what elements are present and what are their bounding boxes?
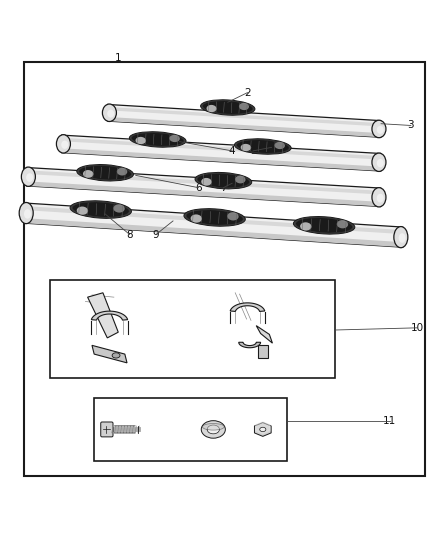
- Ellipse shape: [203, 101, 253, 114]
- Ellipse shape: [79, 166, 131, 180]
- Text: 7: 7: [220, 183, 227, 192]
- Text: 9: 9: [152, 230, 159, 239]
- Text: 6: 6: [195, 183, 202, 192]
- Ellipse shape: [19, 203, 33, 224]
- Polygon shape: [107, 117, 381, 138]
- Ellipse shape: [201, 100, 255, 115]
- Ellipse shape: [195, 173, 252, 189]
- Ellipse shape: [372, 153, 386, 172]
- Ellipse shape: [207, 105, 216, 112]
- Ellipse shape: [293, 216, 355, 234]
- Ellipse shape: [235, 176, 246, 183]
- Polygon shape: [24, 206, 403, 234]
- Text: 2: 2: [244, 87, 251, 98]
- Ellipse shape: [170, 135, 180, 142]
- Ellipse shape: [61, 141, 68, 149]
- Text: 5: 5: [250, 146, 257, 156]
- Ellipse shape: [377, 159, 384, 167]
- Ellipse shape: [186, 210, 243, 225]
- Bar: [258, 345, 268, 359]
- Ellipse shape: [201, 421, 225, 438]
- Ellipse shape: [77, 165, 134, 181]
- Ellipse shape: [184, 209, 245, 226]
- Ellipse shape: [131, 133, 184, 146]
- FancyBboxPatch shape: [101, 422, 113, 437]
- Ellipse shape: [202, 424, 224, 430]
- Polygon shape: [61, 138, 381, 159]
- Ellipse shape: [77, 206, 88, 215]
- Ellipse shape: [372, 120, 386, 138]
- Ellipse shape: [201, 178, 212, 185]
- Ellipse shape: [399, 233, 406, 243]
- Ellipse shape: [239, 103, 249, 110]
- Ellipse shape: [197, 174, 250, 188]
- Ellipse shape: [107, 110, 114, 118]
- Ellipse shape: [24, 209, 31, 219]
- Ellipse shape: [102, 104, 117, 122]
- Ellipse shape: [234, 139, 291, 154]
- Polygon shape: [239, 342, 261, 348]
- Ellipse shape: [237, 140, 289, 153]
- Polygon shape: [88, 293, 118, 338]
- Ellipse shape: [227, 212, 239, 221]
- Polygon shape: [61, 135, 381, 171]
- Ellipse shape: [372, 188, 386, 207]
- Text: 3: 3: [407, 120, 414, 131]
- Polygon shape: [26, 170, 381, 195]
- Ellipse shape: [83, 170, 93, 177]
- Ellipse shape: [117, 168, 127, 175]
- Ellipse shape: [300, 222, 311, 230]
- Polygon shape: [107, 104, 381, 138]
- Ellipse shape: [377, 194, 384, 203]
- Ellipse shape: [113, 204, 125, 213]
- Bar: [50, 280, 335, 378]
- Polygon shape: [256, 422, 270, 433]
- Text: 8: 8: [126, 230, 133, 239]
- Polygon shape: [24, 203, 403, 247]
- Polygon shape: [230, 303, 265, 311]
- Bar: [94, 398, 287, 462]
- Polygon shape: [61, 148, 381, 171]
- Ellipse shape: [135, 137, 146, 144]
- Polygon shape: [92, 345, 127, 363]
- Ellipse shape: [377, 126, 384, 134]
- Ellipse shape: [72, 202, 129, 217]
- Polygon shape: [92, 311, 127, 320]
- Text: 1: 1: [115, 53, 122, 63]
- Polygon shape: [24, 218, 403, 247]
- Ellipse shape: [296, 217, 353, 233]
- Ellipse shape: [21, 167, 35, 187]
- Ellipse shape: [207, 425, 219, 434]
- Ellipse shape: [129, 132, 186, 147]
- Polygon shape: [26, 167, 381, 206]
- Ellipse shape: [240, 144, 251, 151]
- Ellipse shape: [112, 353, 120, 358]
- Polygon shape: [256, 326, 272, 343]
- Ellipse shape: [260, 427, 266, 432]
- Text: 10: 10: [411, 323, 424, 333]
- Ellipse shape: [57, 135, 71, 153]
- Ellipse shape: [394, 227, 408, 248]
- Ellipse shape: [275, 142, 285, 149]
- Polygon shape: [254, 423, 271, 437]
- Text: 11: 11: [383, 416, 396, 426]
- Polygon shape: [26, 181, 381, 206]
- Ellipse shape: [70, 201, 131, 219]
- Text: 4: 4: [229, 146, 236, 156]
- Ellipse shape: [191, 214, 202, 223]
- Ellipse shape: [26, 173, 33, 182]
- Ellipse shape: [337, 220, 348, 228]
- Polygon shape: [107, 107, 381, 126]
